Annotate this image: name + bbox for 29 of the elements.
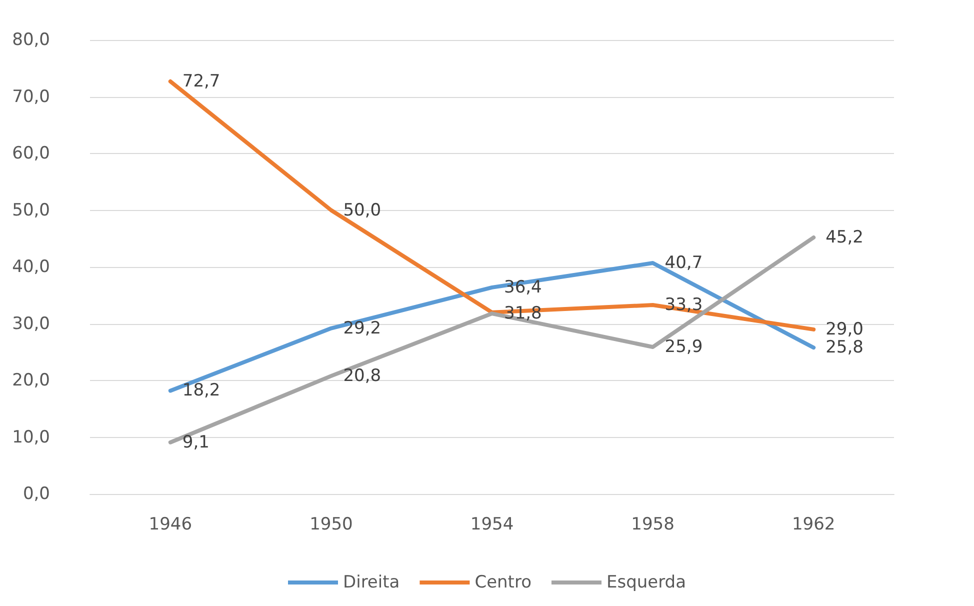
x-tick-label: 1946	[148, 514, 192, 534]
y-tick-label: 40,0	[12, 257, 50, 277]
legend-label: Direita	[343, 572, 400, 592]
x-tick-label: 1962	[792, 514, 836, 534]
y-tick-label: 20,0	[12, 370, 50, 390]
data-label: 50,0	[343, 200, 382, 220]
legend-label: Esquerda	[606, 572, 686, 592]
data-label: 25,9	[664, 337, 703, 358]
y-tick-label: 50,0	[12, 200, 50, 220]
data-label: 29,0	[826, 319, 864, 340]
data-label: 72,7	[182, 71, 220, 92]
x-tick-label: 1950	[310, 514, 353, 534]
y-tick-label: 30,0	[12, 314, 50, 334]
data-label: 25,8	[826, 338, 864, 358]
y-tick-label: 60,0	[12, 144, 50, 164]
y-tick-label: 80,0	[12, 30, 50, 50]
data-label: 18,2	[182, 380, 220, 401]
data-label: 29,2	[343, 318, 382, 338]
x-tick-label: 1954	[470, 514, 514, 534]
data-label: 9,1	[182, 432, 210, 452]
legend-label: Centro	[474, 572, 532, 592]
data-label: 20,8	[343, 366, 382, 386]
data-label: 36,4	[504, 277, 542, 298]
y-tick-label: 70,0	[12, 86, 50, 107]
y-tick-label: 10,0	[12, 427, 50, 448]
data-label: 45,2	[826, 227, 864, 248]
data-label: 40,7	[664, 253, 703, 274]
x-tick-label: 1958	[631, 514, 674, 534]
y-tick-label: 0,0	[22, 484, 50, 504]
